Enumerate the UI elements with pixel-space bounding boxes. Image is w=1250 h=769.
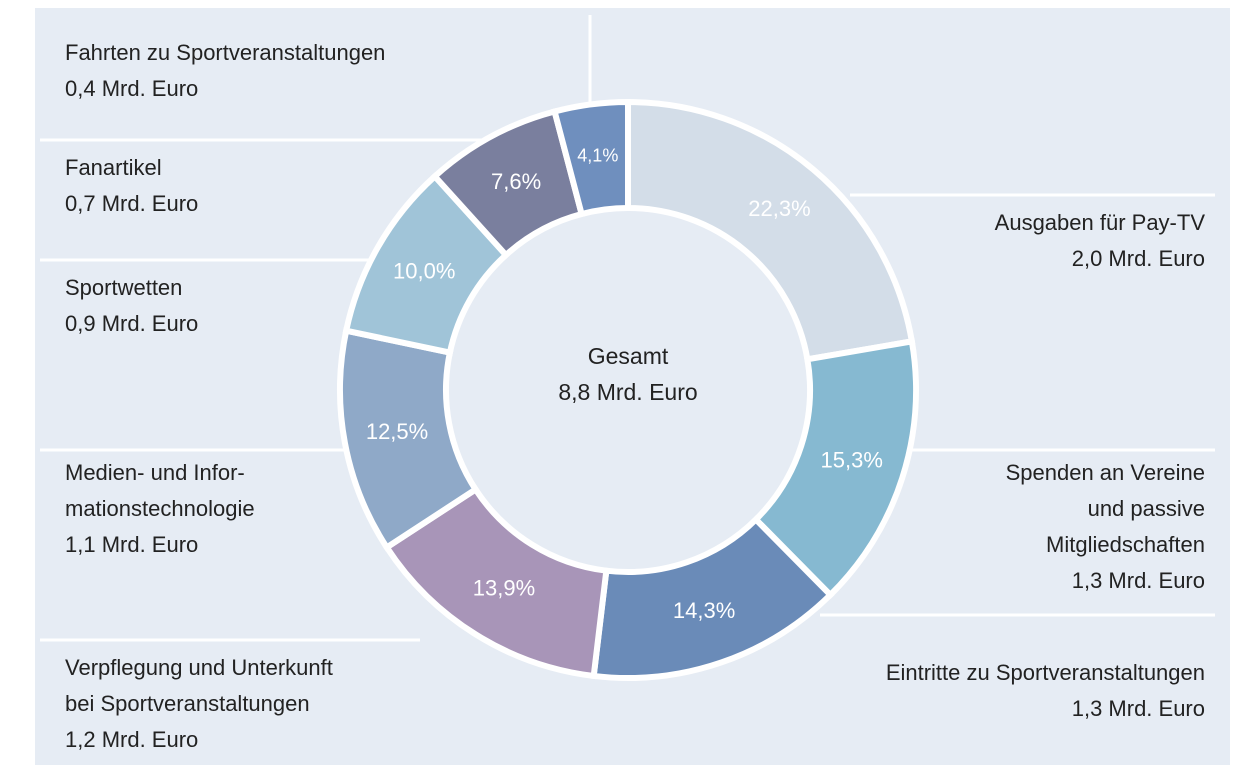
value-label: 7,6%: [491, 169, 541, 194]
amount-label: 1,3 Mrd. Euro: [1071, 696, 1205, 721]
category-label: Ausgaben für Pay-TV: [994, 210, 1205, 235]
category-label: Spenden an Vereine und passive Mitglieds…: [1005, 460, 1205, 557]
amount-label: 1,1 Mrd. Euro: [65, 532, 199, 557]
category-label: Medien- und Infor- mationstechnologie: [65, 460, 255, 521]
amount-label: 0,9 Mrd. Euro: [65, 311, 199, 336]
category-label: Sportwetten: [65, 275, 183, 300]
value-label: 14,3%: [673, 598, 735, 623]
value-label: 4,1%: [577, 146, 618, 166]
center-label: 8,8 Mrd. Euro: [558, 379, 697, 405]
value-label: 22,3%: [748, 196, 810, 221]
amount-label: 0,4 Mrd. Euro: [65, 76, 199, 101]
category-label: Fanartikel: [65, 155, 162, 180]
donut-slice: [550, 98, 631, 218]
center-label: Gesamt: [588, 343, 669, 369]
value-label: 13,9%: [473, 575, 535, 600]
donut-slice: [625, 98, 916, 363]
leader-lines: [40, 15, 1215, 642]
value-label: 15,3%: [821, 448, 883, 473]
amount-label: 1,2 Mrd. Euro: [65, 727, 199, 752]
category-label: Verpflegung und Unterkunft bei Sportvera…: [65, 655, 333, 716]
amount-label: 0,7 Mrd. Euro: [65, 191, 199, 216]
value-label: 10,0%: [393, 259, 455, 284]
value-label: 12,5%: [366, 419, 428, 444]
amount-label: 1,3 Mrd. Euro: [1071, 568, 1205, 593]
amount-label: 2,0 Mrd. Euro: [1071, 246, 1205, 271]
category-label: Eintritte zu Sportveranstaltungen: [885, 660, 1205, 685]
category-label: Fahrten zu Sportveranstaltungen: [65, 40, 386, 65]
